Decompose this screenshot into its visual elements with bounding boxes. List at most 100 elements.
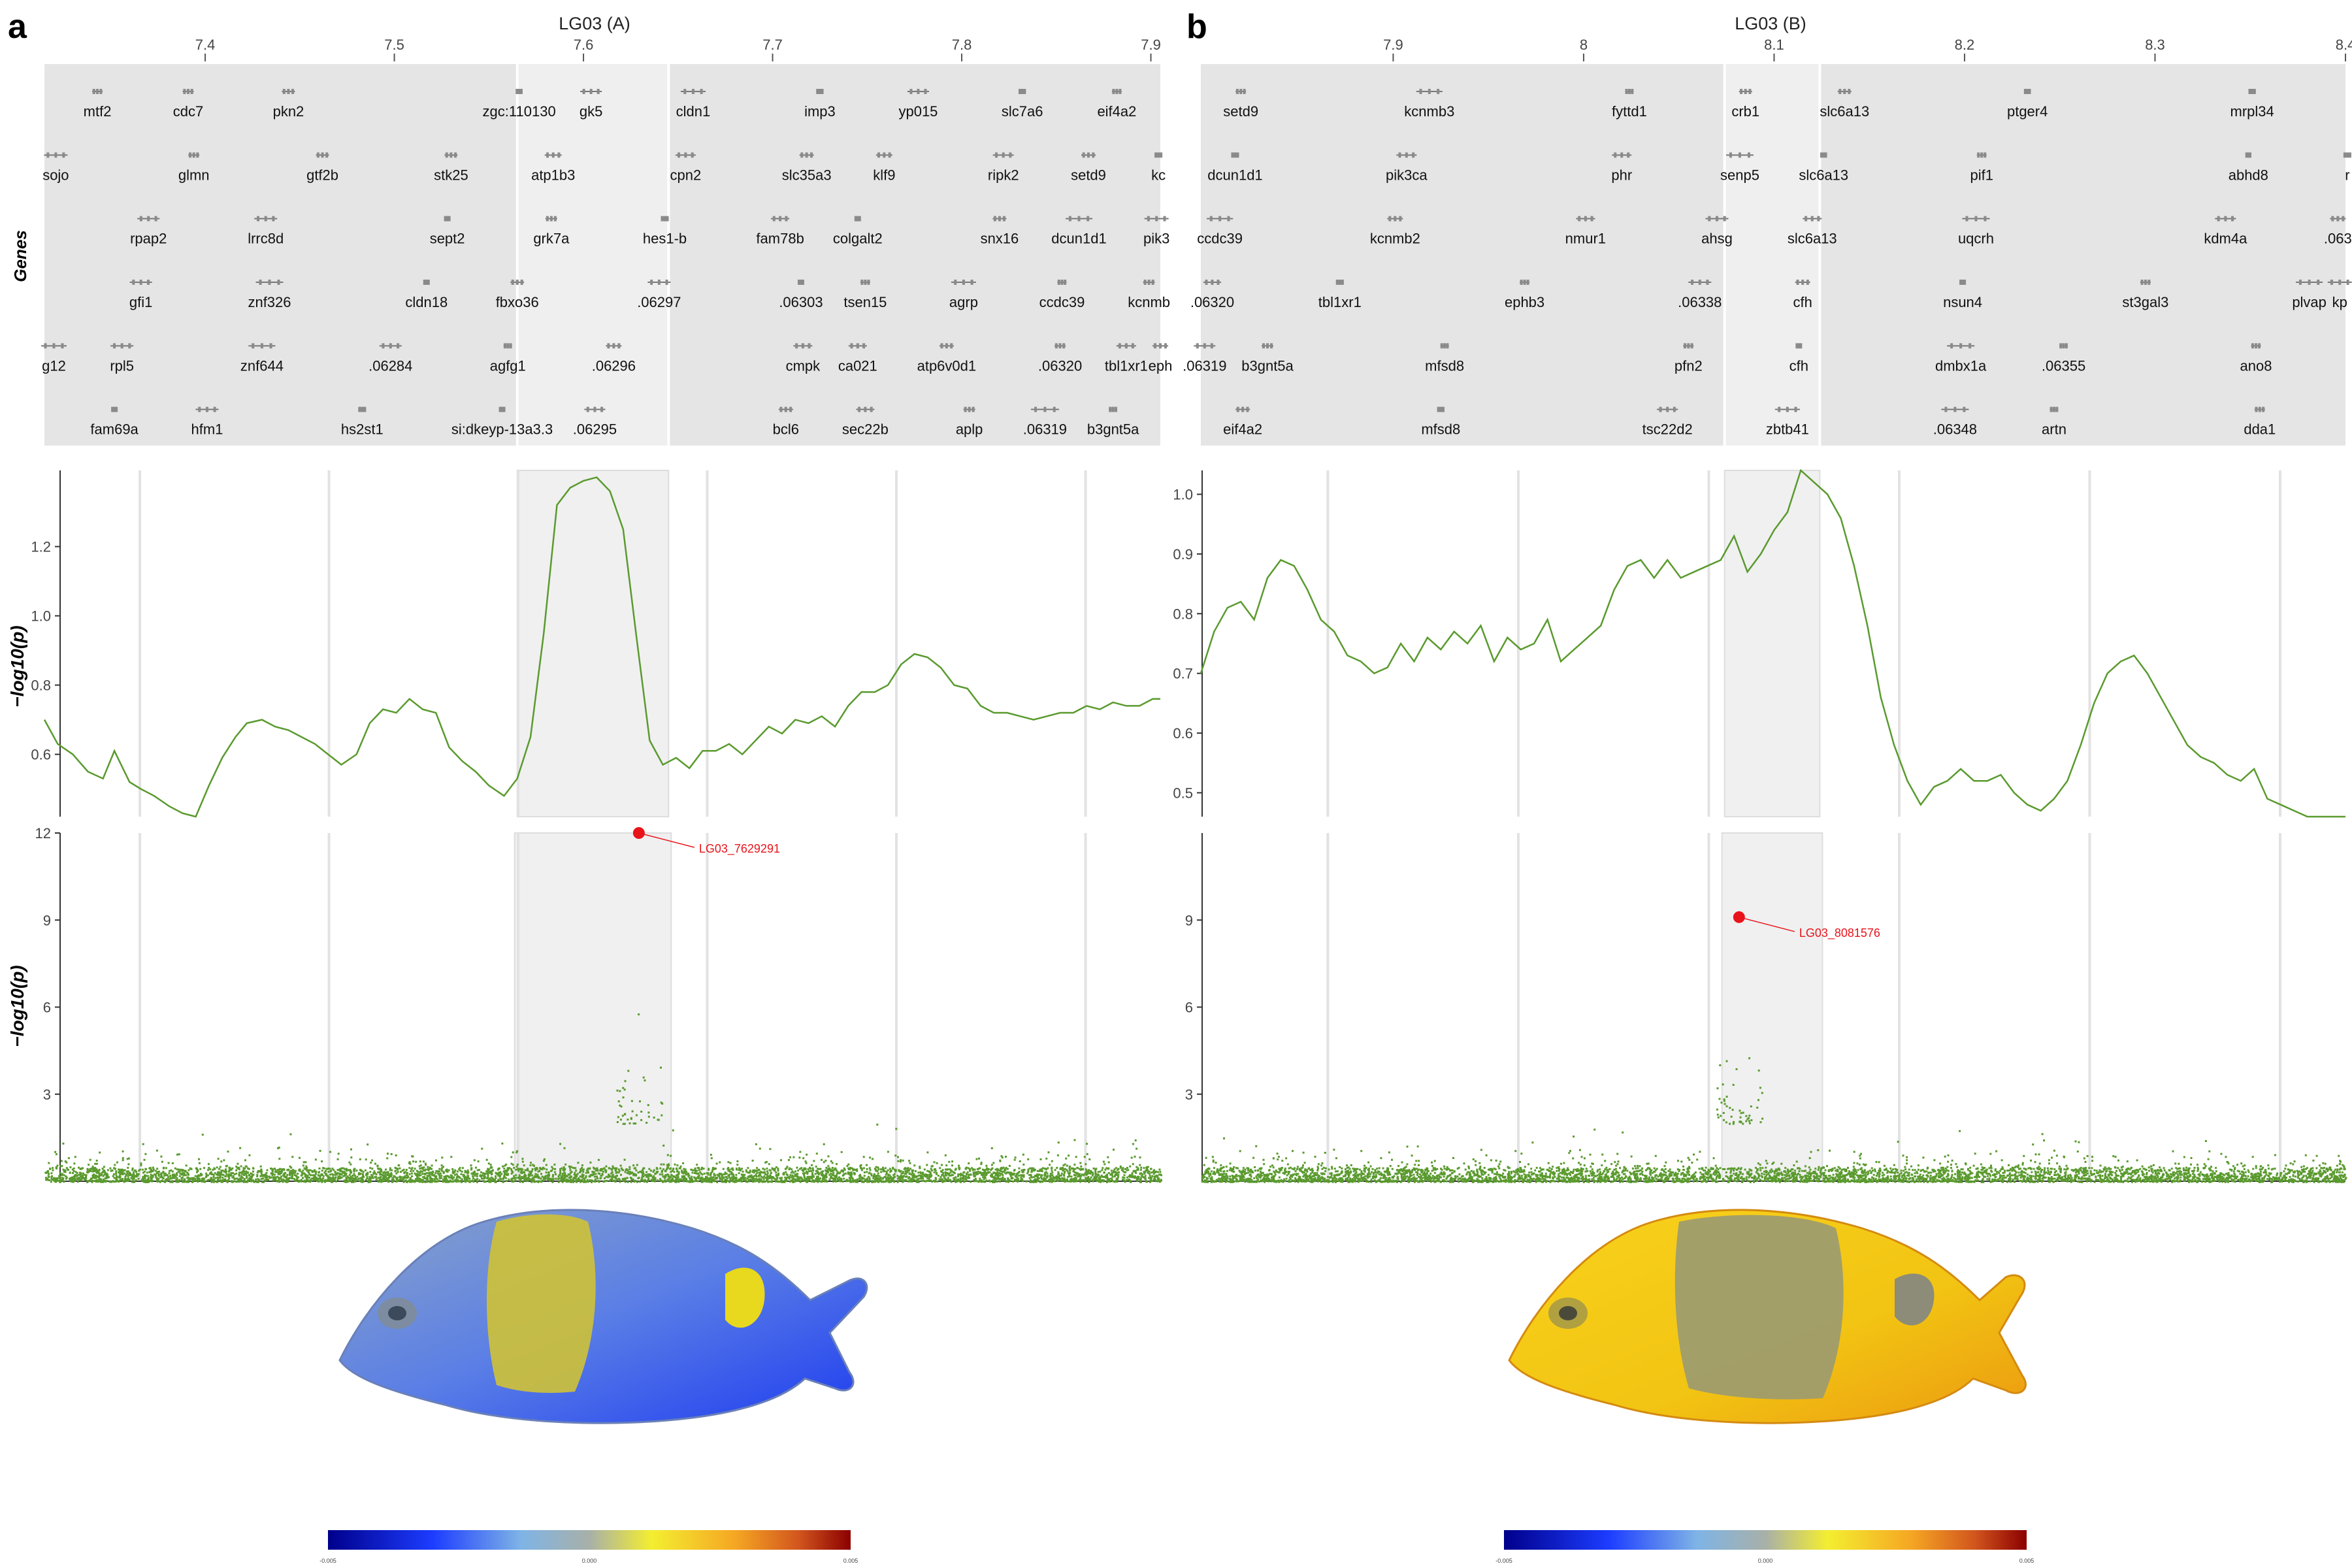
gene-exon [128,343,131,349]
gene-exon [1810,216,1814,221]
gene-label: slc35a3 [782,167,832,183]
gene-exon [269,343,272,349]
gene-exon [1959,280,1963,285]
gene-exon [607,343,610,349]
gene-exon [593,406,596,412]
gene-exon [2231,216,2234,221]
gene-exon [1241,406,1245,412]
gene-exon [506,343,510,349]
gene-exon [1666,406,1669,412]
gene-exon [1428,89,1431,94]
gene-exon [1968,343,1972,349]
gene-exon [192,152,195,158]
gene-exon [1019,89,1022,94]
gene-exon [2050,406,2053,412]
gene-exon [867,280,870,285]
gene-label: mrpl34 [2230,103,2274,120]
gene-label: atp6v0d1 [917,357,977,374]
gene-exon [801,343,804,349]
gene-exon [515,89,519,94]
gene-exon [600,406,604,412]
gene-exon [998,216,1001,221]
gene-exon [2345,152,2349,158]
gene-exon [1009,152,1012,158]
gene-exon [678,152,681,158]
gene-exon [44,343,47,349]
gene-exon [113,343,116,349]
gene-exon [196,152,199,158]
gene-exon [785,216,788,221]
gene-label: .06295 [573,421,617,438]
gene-label: mfsd8 [1425,357,1464,374]
gene-exon [2298,280,2302,285]
gene-exon [665,280,668,285]
gene-exon [1984,216,1987,221]
x-tick-label: 8.1 [1764,37,1784,53]
gene-exon [139,280,142,285]
gene-label: .06303 [779,294,823,310]
gene-exon [454,152,457,158]
gene-exon [1963,406,1966,412]
gene-label: cldn1 [676,103,711,120]
gene-exon [954,280,957,285]
gene-exon [1119,89,1122,94]
gene-exon [1440,343,1443,349]
gene-exon [1399,216,1402,221]
gene-exon [972,406,975,412]
gene-label: rpap2 [130,231,167,247]
gene-exon [363,406,367,412]
gene-exon [54,152,57,158]
gene-label: tsc22d2 [1642,421,1693,438]
gene-exon [779,216,782,221]
gene-label: fbxo36 [496,294,539,310]
gene-exon [1043,406,1047,412]
colorbar-b-mid: 0.000 [1758,1558,1773,1564]
gene-label: fam78b [756,231,804,247]
gene-exon [389,343,392,349]
gene-label: glmn [178,167,210,183]
gene-exon [2251,89,2254,94]
gene-exon [870,406,873,412]
gene-exon [864,406,867,412]
gene-exon [423,280,426,285]
gene-exon [1159,343,1162,349]
gene-exon [1086,152,1090,158]
gene-label: ripk2 [988,167,1019,183]
gene-exon [520,280,523,285]
gene-label: znf326 [248,294,291,310]
gene-exon [582,89,585,94]
gene-exon [2338,280,2342,285]
gene-track-highlight [517,64,669,446]
snp-highlight-region [1721,832,1823,1182]
gene-exon [1959,343,1963,349]
gene-exon [1210,343,1213,349]
gene-exon [1824,152,1827,158]
gene-exon [1584,216,1587,221]
panel-a: LG03 (A) 7.4 7.5 7.6 7.7 7.8 7.9 mtf2 cdc7 pkn2… [7,14,1172,1183]
gene-exon [1690,343,1693,349]
gene-label: artn [2042,421,2066,438]
gene-exon [1160,152,1163,158]
gene-exon [291,89,295,94]
gene-label: .06297 [637,294,681,310]
gene-exon [666,216,669,221]
gene-exon [62,152,65,158]
snp-y-tick-label: 6 [1185,1000,1193,1016]
gene-exon [1437,406,1440,412]
gene-label: pfn2 [1674,357,1703,374]
gene-exon [772,216,776,221]
gene-exon [1698,280,1701,285]
colorbar-a: -0.005 0.000 0.005 [319,1530,858,1564]
gene-exon [448,216,451,221]
gene-label: cldn18 [405,294,448,310]
gene-exon [1627,152,1630,158]
line-y-tick-label: 0.8 [31,678,51,694]
gene-exon [995,152,998,158]
gene-exon [1965,216,1968,221]
gene-exon [1806,280,1809,285]
line-y-tick-label: 1.0 [31,608,51,625]
gene-exon [1058,343,1062,349]
gene-label: .06296 [592,357,636,374]
snp-y-tick-label: 12 [35,825,51,841]
gene-exon [1112,89,1115,94]
